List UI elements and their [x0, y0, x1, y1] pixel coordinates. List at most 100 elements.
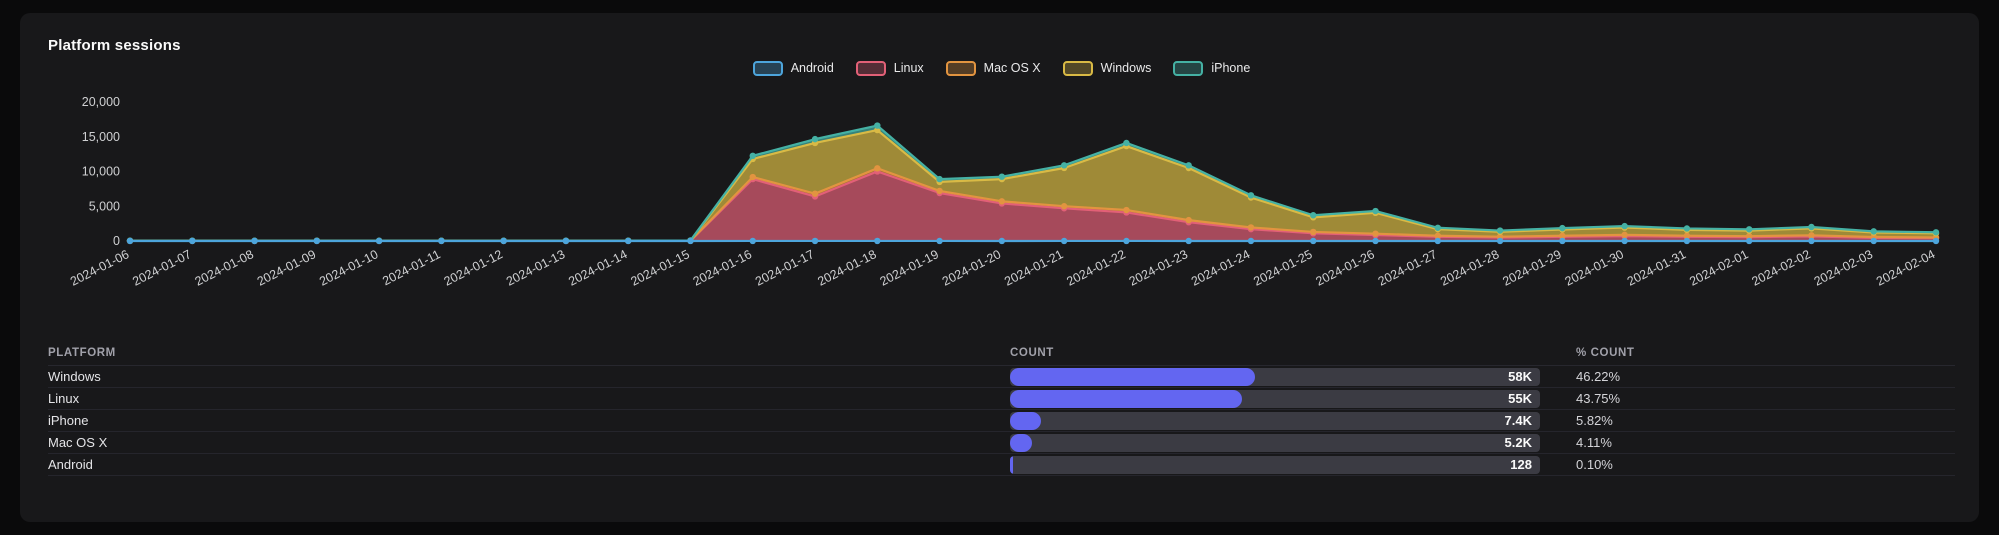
series-mac-os-x-point[interactable]: [1683, 232, 1691, 239]
platform-name: iPhone: [48, 413, 89, 428]
series-iphone-point[interactable]: [1060, 162, 1068, 169]
series-iphone-point[interactable]: [1434, 224, 1441, 231]
series-android-point[interactable]: [936, 237, 943, 245]
series-iphone-point[interactable]: [1683, 225, 1691, 232]
series-android-point[interactable]: [1621, 237, 1628, 245]
series-android-point[interactable]: [562, 237, 570, 245]
legend-label: Mac OS X: [983, 61, 1041, 75]
series-android-point[interactable]: [251, 237, 258, 245]
series-iphone-point[interactable]: [1870, 228, 1877, 235]
count-value: 128: [1510, 456, 1532, 472]
platform-sessions-chart[interactable]: 05,00010,00015,00020,0002024-01-062024-0…: [48, 86, 1958, 321]
series-mac-os-x-point[interactable]: [1247, 224, 1255, 231]
series-mac-os-x-point[interactable]: [1808, 232, 1815, 239]
series-iphone-point[interactable]: [811, 135, 819, 143]
series-android-point[interactable]: [749, 237, 756, 245]
series-mac-os-x-point[interactable]: [749, 173, 756, 181]
series-iphone-point[interactable]: [874, 122, 881, 129]
table-row: Mac OS X 5.2K 4.11%: [48, 432, 1955, 454]
series-mac-os-x-point[interactable]: [1185, 216, 1192, 224]
series-android-point[interactable]: [998, 237, 1006, 245]
legend-item[interactable]: Linux: [855, 60, 924, 76]
series-iphone-point[interactable]: [936, 175, 943, 183]
x-tick-label: 2024-01-15: [629, 247, 692, 289]
series-mac-os-x-point[interactable]: [1745, 232, 1753, 240]
series-android-point[interactable]: [1123, 237, 1130, 245]
table-row: Linux 55K 43.75%: [48, 388, 1955, 410]
series-android-point[interactable]: [1496, 237, 1504, 245]
x-tick-label: 2024-01-25: [1251, 247, 1314, 289]
series-iphone-point[interactable]: [749, 152, 756, 160]
series-iphone-point[interactable]: [1496, 227, 1504, 234]
series-android-point[interactable]: [1310, 237, 1317, 245]
x-tick-label: 2024-01-31: [1625, 247, 1688, 289]
series-mac-os-x-point[interactable]: [811, 190, 819, 197]
legend-item[interactable]: iPhone: [1173, 60, 1250, 76]
series-android-point[interactable]: [1932, 237, 1940, 245]
series-iphone-point[interactable]: [1745, 226, 1753, 233]
count-bar-cell: 5.2K: [1010, 432, 1540, 453]
series-android-point[interactable]: [1559, 237, 1566, 245]
series-android-point[interactable]: [438, 237, 445, 245]
series-android-point[interactable]: [1683, 237, 1691, 245]
series-android-point[interactable]: [1247, 237, 1255, 245]
x-tick-label: 2024-01-16: [691, 247, 754, 289]
x-tick-label: 2024-02-02: [1749, 247, 1812, 289]
series-android-point[interactable]: [811, 237, 819, 245]
series-iphone-point[interactable]: [1185, 162, 1192, 169]
series-iphone-point[interactable]: [1123, 139, 1130, 147]
legend-swatch-icon: [1173, 60, 1204, 76]
series-iphone-point[interactable]: [1559, 224, 1566, 232]
series-android-point[interactable]: [1434, 237, 1441, 245]
series-windows-point[interactable]: [874, 126, 881, 134]
legend-item[interactable]: Windows: [1062, 60, 1151, 76]
series-iphone-point[interactable]: [998, 173, 1006, 180]
x-tick-label: 2024-01-11: [380, 247, 443, 288]
series-iphone-point[interactable]: [1247, 192, 1255, 199]
series-android-point[interactable]: [313, 237, 321, 245]
series-iphone-point[interactable]: [1808, 223, 1815, 231]
x-tick-label: 2024-01-24: [1189, 247, 1252, 289]
series-android-point[interactable]: [874, 237, 881, 245]
legend-item[interactable]: Android: [752, 60, 834, 76]
series-iphone-point[interactable]: [1310, 212, 1317, 219]
series-mac-os-x-point[interactable]: [1621, 231, 1628, 239]
series-android-point[interactable]: [1808, 237, 1815, 245]
count-value: 5.2K: [1504, 434, 1532, 450]
series-android-point[interactable]: [687, 237, 694, 245]
series-iphone-point[interactable]: [1932, 229, 1940, 236]
series-mac-os-x-point[interactable]: [936, 187, 943, 195]
y-tick-label: 0: [113, 234, 120, 248]
series-mac-os-x-point[interactable]: [1372, 230, 1379, 237]
series-android-point[interactable]: [1060, 237, 1068, 245]
series-iphone-point[interactable]: [1621, 222, 1628, 230]
series-iphone-point[interactable]: [1372, 207, 1379, 215]
x-tick-label: 2024-01-28: [1438, 247, 1501, 289]
series-mac-os-x-point[interactable]: [1310, 228, 1317, 236]
series-android-point[interactable]: [500, 237, 507, 245]
series-android-point[interactable]: [1185, 237, 1192, 245]
count-bar-track: 128: [1010, 455, 1540, 474]
series-mac-os-x-point[interactable]: [1123, 206, 1130, 214]
x-tick-label: 2024-01-08: [193, 247, 256, 289]
series-android-point[interactable]: [1745, 237, 1753, 245]
series-android-point[interactable]: [375, 237, 383, 245]
series-android-point[interactable]: [126, 237, 134, 245]
y-tick-label: 5,000: [89, 199, 120, 213]
table-row: iPhone 7.4K 5.82%: [48, 410, 1955, 432]
series-mac-os-x-point[interactable]: [998, 198, 1006, 205]
x-tick-label: 2024-01-21: [1002, 247, 1065, 289]
series-android-point[interactable]: [1870, 237, 1877, 245]
count-bar: [1010, 389, 1242, 408]
series-android-point[interactable]: [189, 237, 196, 245]
series-android-point[interactable]: [1372, 237, 1379, 245]
series-mac-os-x-point[interactable]: [874, 165, 881, 172]
legend-item[interactable]: Mac OS X: [945, 60, 1041, 76]
series-mac-os-x-point[interactable]: [1434, 232, 1441, 239]
series-android-point[interactable]: [625, 237, 632, 245]
series-mac-os-x-point[interactable]: [1060, 203, 1068, 210]
count-bar: [1010, 455, 1013, 474]
series-mac-os-x-point[interactable]: [1559, 232, 1566, 239]
x-tick-label: 2024-01-17: [753, 247, 816, 289]
x-tick-label: 2024-01-12: [442, 247, 505, 289]
